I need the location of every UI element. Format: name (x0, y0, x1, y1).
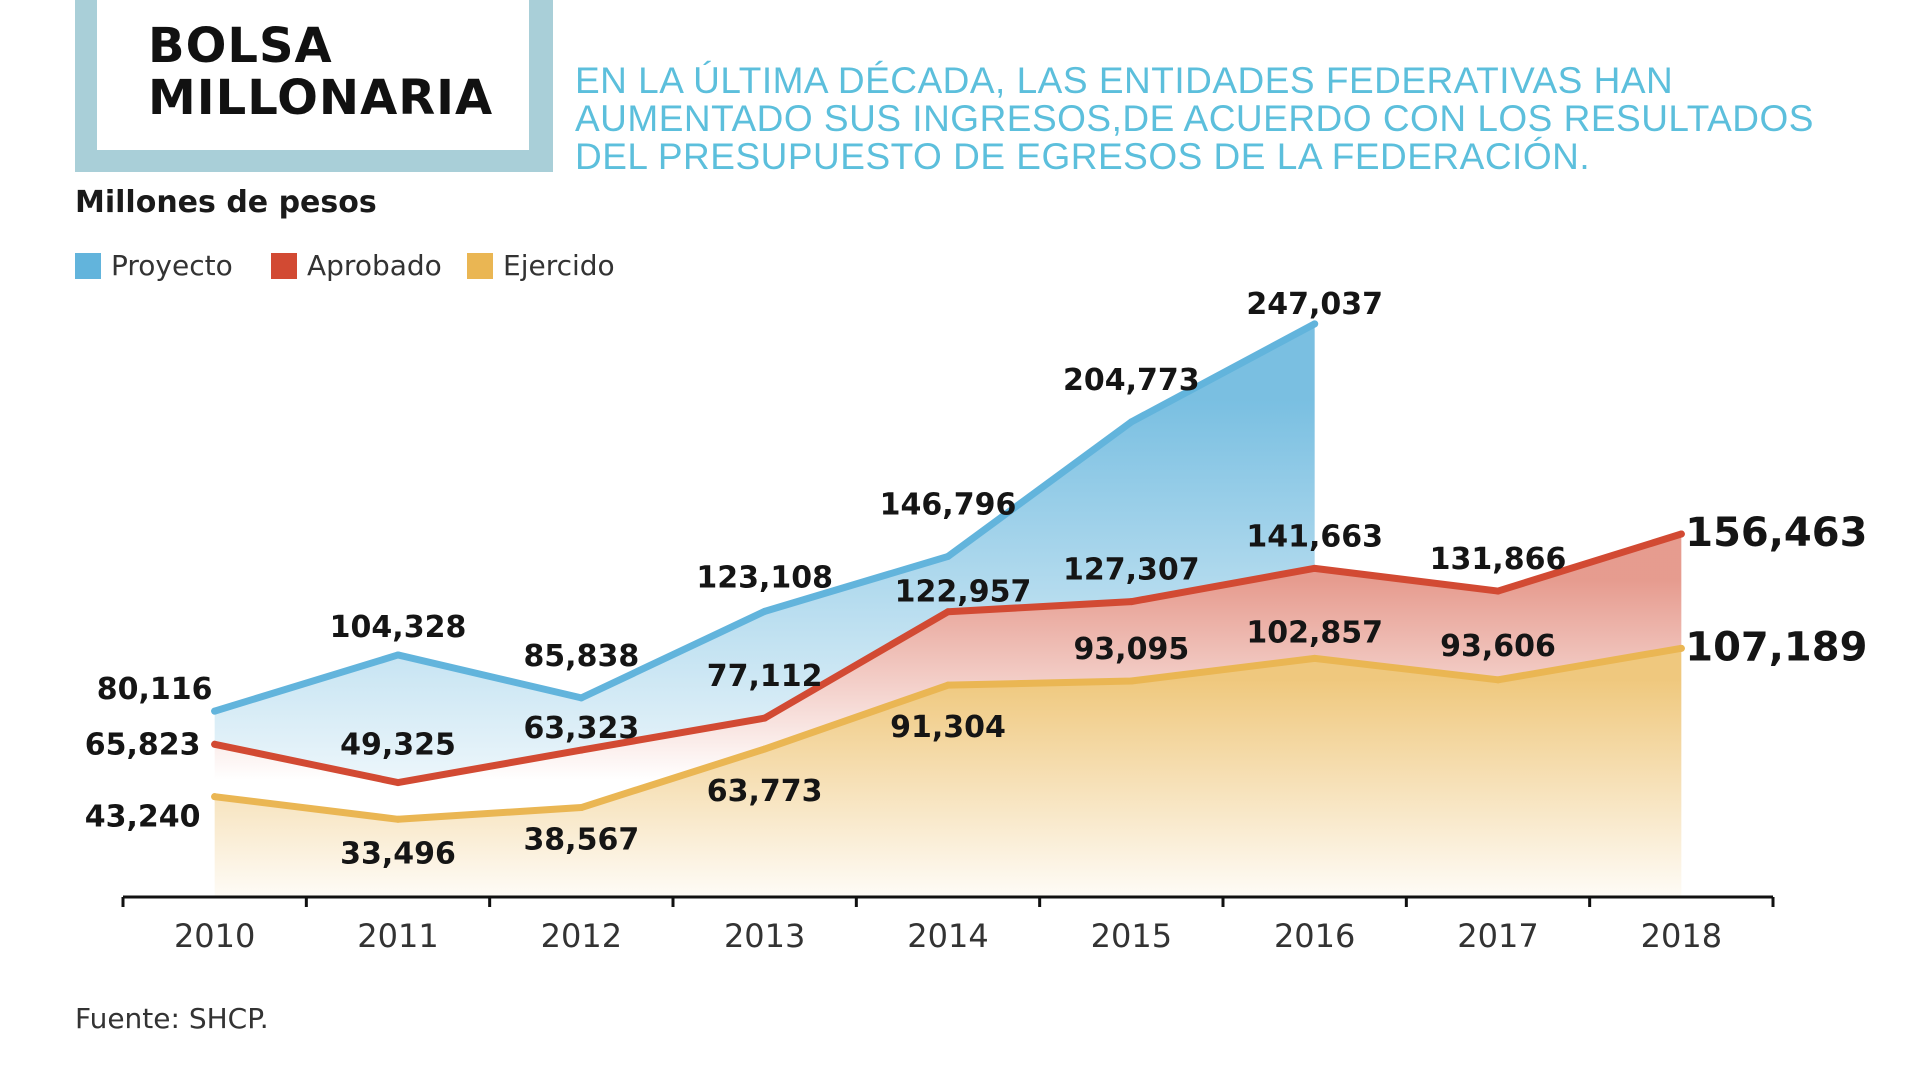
proyecto-point-4 (944, 552, 952, 560)
aprobado-label-2010: 65,823 (85, 727, 201, 762)
ejercido-label-2016: 102,857 (1246, 615, 1383, 650)
aprobado-point-8 (1677, 530, 1685, 538)
proyecto-label-2010: 80,116 (97, 672, 213, 707)
title-line-1: BOLSA (148, 18, 333, 74)
aprobado-label-2014: 122,957 (895, 575, 1032, 610)
x-tick-label-2017: 2017 (1457, 917, 1538, 955)
ejercido-label-2017: 93,606 (1440, 629, 1556, 664)
proyecto-label-2012: 85,838 (523, 639, 639, 674)
aprobado-point-7 (1494, 587, 1502, 595)
units-label: Millones de pesos (75, 185, 377, 220)
aprobado-point-5 (1127, 598, 1135, 606)
proyecto-label-2015: 204,773 (1063, 363, 1200, 398)
legend-label-ejercido: Ejercido (503, 249, 615, 282)
subtitle: EN LA ÚLTIMA DÉCADA, LAS ENTIDADES FEDER… (575, 60, 1814, 177)
ejercido-point-3 (761, 745, 769, 753)
aprobado-label-2017: 131,866 (1430, 542, 1567, 577)
ejercido-label-2012: 38,567 (523, 823, 639, 858)
aprobado-area (214, 534, 1682, 820)
x-tick-label-2015: 2015 (1091, 917, 1172, 955)
proyecto-point-1 (394, 651, 402, 659)
ejercido-area (214, 648, 1682, 897)
aprobado-label-2013: 77,112 (707, 659, 823, 694)
ejercido-point-2 (577, 804, 585, 812)
proyecto-area (214, 323, 1315, 783)
title-line-2: MILLONARIA (148, 70, 494, 126)
proyecto-label-2011: 104,328 (330, 610, 467, 645)
ejercido-point-4 (944, 681, 952, 689)
subtitle-line-1: EN LA ÚLTIMA DÉCADA, LAS ENTIDADES FEDER… (575, 60, 1674, 101)
aprobado-point-2 (577, 746, 585, 754)
aprobado-label-2018: 156,463 (1685, 510, 1867, 556)
x-tick-label-2013: 2013 (724, 917, 805, 955)
proyecto-label-2014: 146,796 (880, 487, 1017, 522)
proyecto-point-0 (211, 707, 219, 715)
legend-swatch-ejercido (467, 253, 493, 279)
legend-swatch-proyecto (75, 253, 101, 279)
title-frame (75, 0, 553, 172)
legend-label-proyecto: Proyecto (111, 249, 233, 282)
aprobado-label-2011: 49,325 (340, 728, 456, 763)
proyecto-label-2013: 123,108 (696, 560, 833, 595)
proyecto-point-5 (1127, 418, 1135, 426)
aprobado-point-4 (944, 608, 952, 616)
ejercido-label-2010: 43,240 (85, 800, 201, 835)
legend-label-aprobado: Aprobado (307, 249, 442, 282)
x-tick-label-2014: 2014 (907, 917, 988, 955)
subtitle-line-3: DEL PRESUPUESTO DE EGRESOS DE LA FEDERAC… (575, 136, 1591, 177)
ejercido-point-6 (1311, 654, 1319, 662)
ejercido-point-5 (1127, 677, 1135, 685)
aprobado-label-2012: 63,323 (523, 711, 639, 746)
aprobado-label-2016: 141,663 (1246, 519, 1383, 554)
ejercido-label-2018: 107,189 (1685, 624, 1867, 670)
ejercido-point-1 (394, 815, 402, 823)
proyecto-label-2016: 247,037 (1246, 287, 1383, 322)
ejercido-point-0 (211, 793, 219, 801)
ejercido-label-2013: 63,773 (707, 774, 823, 809)
aprobado-point-1 (394, 779, 402, 787)
ejercido-point-7 (1494, 676, 1502, 684)
x-tick-label-2016: 2016 (1274, 917, 1355, 955)
ejercido-point-8 (1677, 644, 1685, 652)
aprobado-point-0 (211, 740, 219, 748)
x-tick-label-2010: 2010 (174, 917, 255, 955)
x-tick-label-2018: 2018 (1641, 917, 1722, 955)
x-tick-label-2011: 2011 (357, 917, 438, 955)
proyecto-point-6 (1311, 320, 1319, 328)
legend-swatch-aprobado (271, 253, 297, 279)
proyecto-point-3 (761, 607, 769, 615)
proyecto-point-2 (577, 694, 585, 702)
title-panel (97, 0, 529, 150)
ejercido-label-2011: 33,496 (340, 836, 456, 871)
ejercido-label-2015: 93,095 (1073, 632, 1189, 667)
aprobado-point-6 (1311, 564, 1319, 572)
aprobado-label-2015: 127,307 (1063, 553, 1200, 588)
ejercido-label-2014: 91,304 (890, 710, 1006, 745)
x-tick-label-2012: 2012 (541, 917, 622, 955)
source-note: Fuente: SHCP. (75, 1002, 269, 1035)
subtitle-line-2: AUMENTADO SUS INGRESOS,DE ACUERDO CON LO… (575, 98, 1814, 139)
aprobado-point-3 (761, 714, 769, 722)
